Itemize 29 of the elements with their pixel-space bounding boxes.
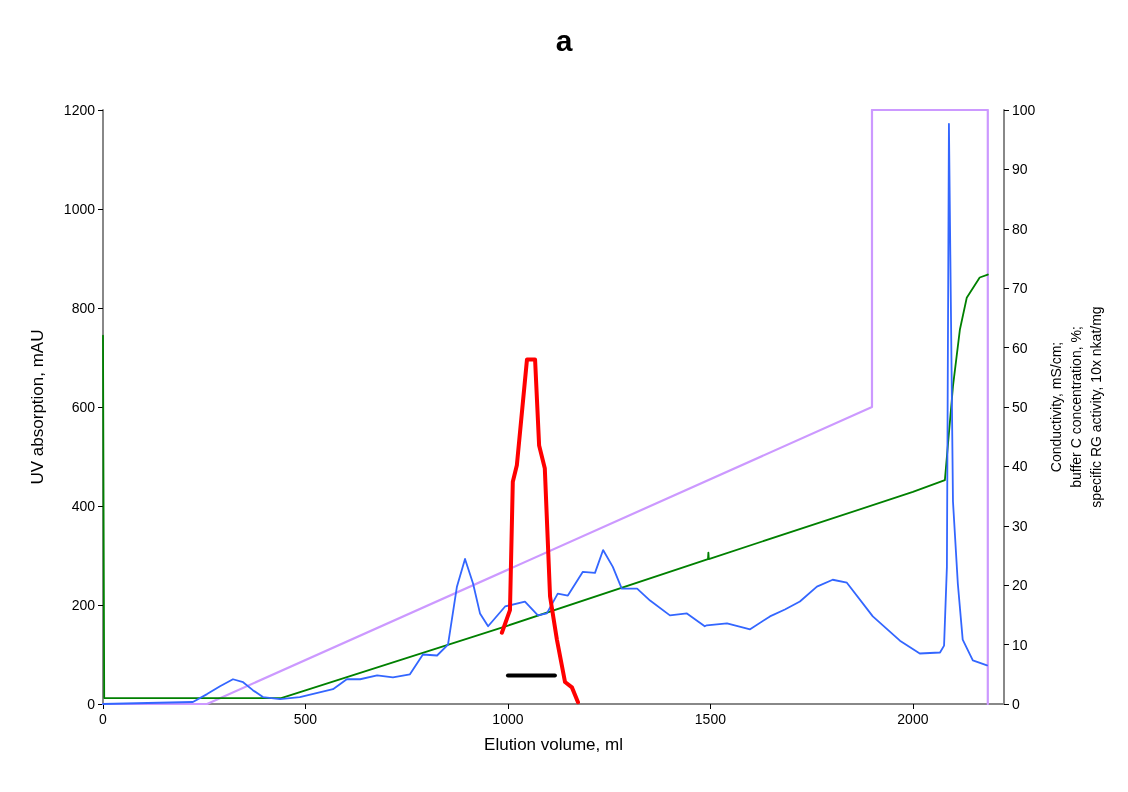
y2-tick-label: 50	[1012, 399, 1028, 415]
y2-tick-label: 70	[1012, 280, 1028, 297]
chart-title: a	[555, 23, 573, 57]
x-tick-label: 1000	[492, 711, 524, 727]
y-axis-title: UV absorption, mAU	[28, 329, 47, 485]
y2-tick-label: 80	[1012, 220, 1028, 237]
y2-tick-label: 100	[1012, 102, 1036, 118]
y-tick-label: 200	[71, 597, 96, 613]
y-tick-label: 0	[87, 696, 96, 712]
line-series	[499, 357, 580, 705]
y2-tick-label: 0	[1012, 696, 1020, 712]
y-tick-label: 400	[71, 498, 96, 514]
y-tick-label: 600	[71, 399, 96, 415]
y2-tick-label: 20	[1012, 577, 1028, 594]
y2-tick-label: 30	[1012, 517, 1028, 534]
line-series	[102, 273, 989, 699]
y2-tick-label: 10	[1012, 636, 1028, 653]
x-tick-label: 1500	[694, 711, 727, 727]
x-tick-label: 500	[293, 711, 318, 727]
y2-tick-label: 40	[1012, 458, 1028, 475]
x-tick-label: 0	[99, 711, 108, 727]
y-tick-label: 800	[71, 300, 96, 316]
y2-axis-title: Conductivity, mS/cm; buffer C concentration, %; specific RG activity, 10x nkat/mg	[1048, 306, 1105, 508]
y-tick-label: 1000	[63, 201, 96, 217]
x-axis-title: Elution volume, ml	[484, 735, 623, 754]
x-tick-label: 2000	[897, 711, 929, 727]
y2-tick-label: 90	[1012, 161, 1028, 178]
y2-tick-label: 60	[1012, 339, 1028, 356]
y-tick-label: 1200	[63, 102, 96, 118]
